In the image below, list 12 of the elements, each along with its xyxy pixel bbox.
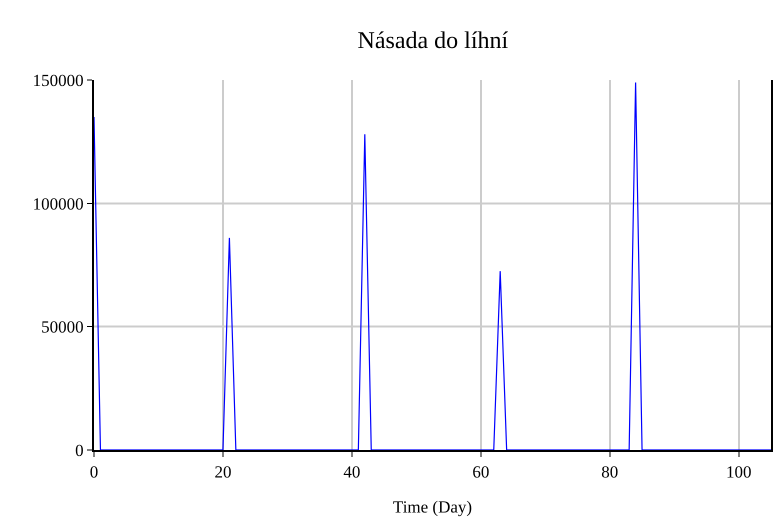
- y-tick-label: 0: [75, 440, 84, 460]
- x-tick-label: 0: [90, 462, 98, 482]
- chart-title: Násada do líhní: [358, 28, 509, 54]
- x-tick-label: 100: [726, 462, 752, 482]
- x-axis-title: Time (Day): [392, 497, 472, 516]
- x-tick-label: 60: [472, 462, 490, 482]
- y-tick-label: 50000: [41, 318, 84, 337]
- x-tick-label: 80: [601, 462, 618, 482]
- y-tick-label: 150000: [32, 70, 84, 90]
- y-tick-label: 100000: [32, 194, 84, 214]
- x-tick-label: 40: [343, 462, 360, 482]
- x-tick-label: 20: [214, 462, 232, 482]
